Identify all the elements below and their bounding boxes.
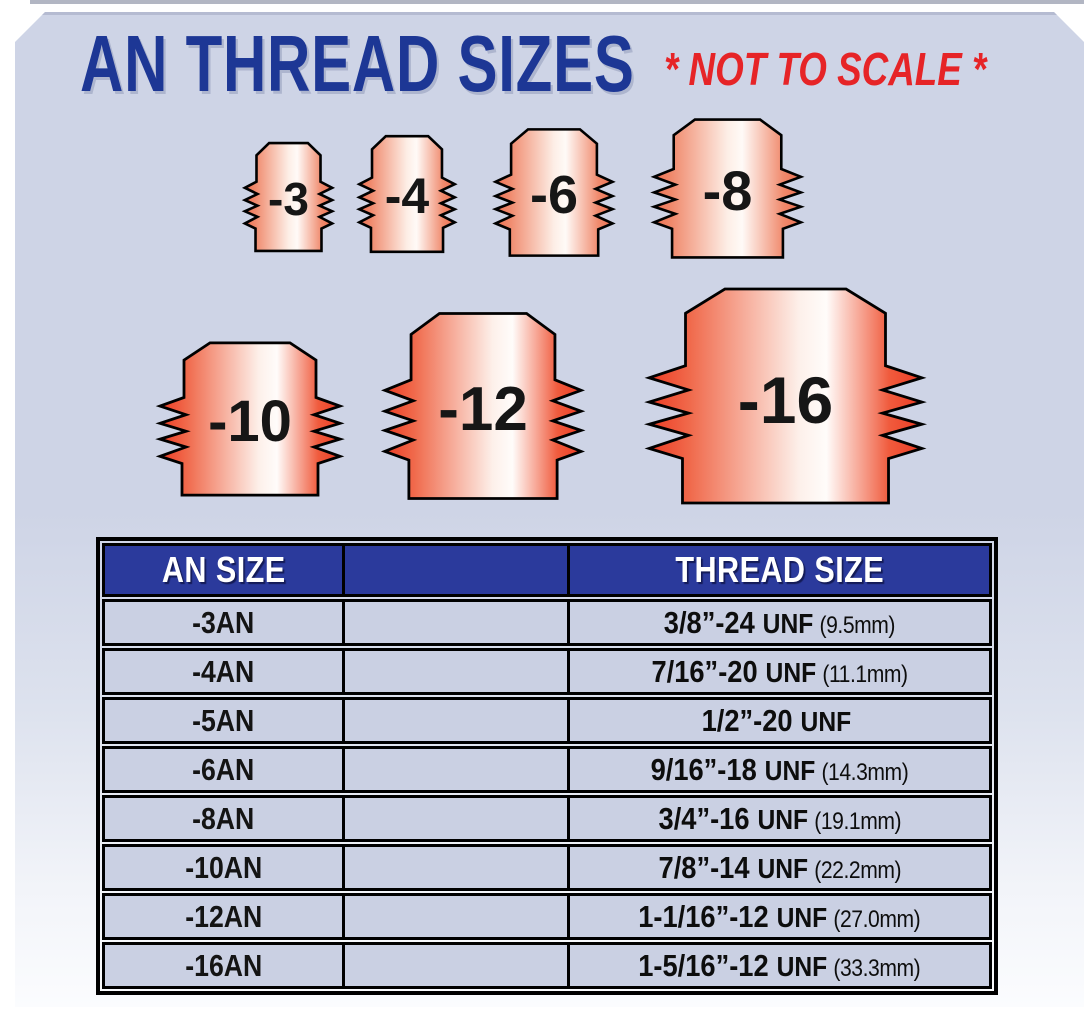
- spacer-cell: [342, 700, 567, 741]
- an-size-cell: -4AN: [192, 654, 255, 689]
- fitting-12: -12: [374, 310, 592, 502]
- an-size-cell: -5AN: [192, 703, 255, 738]
- an-size-cell: -10AN: [184, 850, 263, 885]
- table-header-row: AN SIZE THREAD SIZE: [102, 543, 992, 597]
- fitting-label: -12: [438, 374, 528, 444]
- fitting-10: -10: [150, 340, 350, 498]
- an-size-cell: -12AN: [184, 899, 263, 934]
- header-spacer: [342, 546, 567, 594]
- spacer-cell: [342, 798, 567, 839]
- thread-size-cell: 3/4”-16 UNF (19.1mm): [567, 798, 989, 839]
- an-size-cell: -16AN: [184, 948, 263, 983]
- fitting-shape-icon: [150, 340, 350, 498]
- fitting-shape-icon: [646, 117, 809, 260]
- fitting-shape-icon: [489, 127, 619, 258]
- fitting-8: -8: [646, 117, 809, 260]
- fitting-label: -10: [208, 389, 292, 455]
- thread-size-cell: 1/2”-20 UNF: [567, 700, 989, 741]
- table-row: -4AN 7/16”-20 UNF (11.1mm): [102, 648, 992, 695]
- thread-size-cell: 7/16”-20 UNF (11.1mm): [567, 651, 989, 692]
- an-thread-size-table: AN SIZE THREAD SIZE -3AN 3/8”-24 UNF (9.5m…: [96, 537, 998, 995]
- fitting-4: -4: [354, 134, 460, 254]
- table-row: -12AN 1-1/16”-12 UNF (27.0mm): [102, 893, 992, 940]
- thread-size-cell: 1-5/16”-12 UNF (33.3mm): [567, 945, 989, 986]
- spacer-cell: [342, 945, 567, 986]
- fitting-label: -4: [384, 168, 430, 225]
- spacer-cell: [342, 602, 567, 643]
- fitting-label: -8: [702, 159, 753, 223]
- thread-size-cell: 1-1/16”-12 UNF (27.0mm): [567, 896, 989, 937]
- fitting-label: -16: [737, 363, 834, 438]
- table-row: -3AN 3/8”-24 UNF (9.5mm): [102, 599, 992, 646]
- table-row: -16AN 1-5/16”-12 UNF (33.3mm): [102, 942, 992, 989]
- fitting-6: -6: [489, 127, 619, 258]
- header-thread-size: THREAD SIZE: [567, 546, 989, 594]
- fitting-3: -3: [240, 141, 337, 253]
- fitting-shape-icon: [240, 141, 337, 253]
- thread-size-cell: 3/8”-24 UNF (9.5mm): [567, 602, 989, 643]
- spacer-cell: [342, 896, 567, 937]
- table-row: -6AN 9/16”-18 UNF (14.3mm): [102, 746, 992, 793]
- an-size-cell: -3AN: [192, 605, 255, 640]
- spacer-cell: [342, 749, 567, 790]
- fitting-shape-icon: [634, 285, 937, 507]
- table-row: -8AN 3/4”-16 UNF (19.1mm): [102, 795, 992, 842]
- fitting-label: -3: [268, 173, 309, 226]
- an-size-cell: -6AN: [192, 752, 255, 787]
- fitting-shape-icon: [354, 134, 460, 254]
- thread-size-cell: 7/8”-14 UNF (22.2mm): [567, 847, 989, 888]
- fitting-16: -16: [634, 285, 937, 507]
- header-an-size: AN SIZE: [161, 549, 286, 590]
- top-edge-strip: [30, 0, 1084, 4]
- thread-size-cell: 9/16”-18 UNF (14.3mm): [567, 749, 989, 790]
- page-title: AN THREAD SIZES: [80, 19, 635, 108]
- not-to-scale-note: * NOT TO SCALE *: [664, 43, 987, 95]
- spacer-cell: [342, 651, 567, 692]
- spacer-cell: [342, 847, 567, 888]
- an-size-cell: -8AN: [192, 801, 255, 836]
- table-row: -5AN 1/2”-20 UNF: [102, 697, 992, 744]
- fitting-label: -6: [529, 165, 579, 226]
- fitting-shape-icon: [374, 310, 592, 502]
- table-row: -10AN 7/8”-14 UNF (22.2mm): [102, 844, 992, 891]
